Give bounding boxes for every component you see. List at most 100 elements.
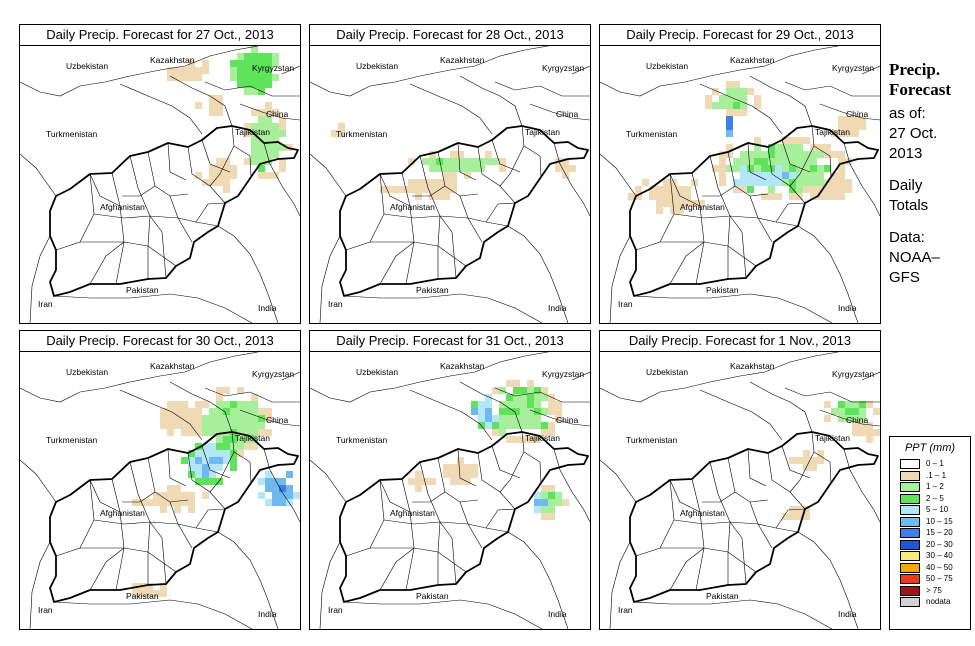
province-border	[660, 547, 757, 573]
precip-cell	[499, 387, 506, 394]
precip-cell	[464, 165, 471, 172]
precip-cell	[782, 137, 789, 144]
country-border	[310, 352, 549, 403]
province-borders	[55, 125, 252, 285]
precip-cell	[153, 590, 160, 597]
precip-cell	[513, 401, 520, 408]
precip-cell	[852, 123, 859, 130]
precip-cell	[265, 478, 272, 485]
precip-cell	[181, 429, 188, 436]
precip-cell	[167, 67, 174, 74]
precip-cell	[258, 74, 265, 81]
precip-cell	[146, 590, 153, 597]
country-border	[217, 225, 279, 323]
precip-cell	[831, 172, 838, 179]
precip-cell	[555, 415, 562, 422]
precip-cell	[471, 408, 478, 415]
precip-cell	[258, 429, 265, 436]
precip-cell	[810, 158, 817, 165]
precip-cell	[230, 422, 237, 429]
province-border	[673, 213, 799, 227]
map-label-tajikistan: Tajikistan	[235, 127, 270, 137]
precip-cell	[838, 408, 845, 415]
precip-cell	[499, 401, 506, 408]
precip-cell	[534, 394, 541, 401]
precip-cell	[824, 165, 831, 172]
precip-cell	[810, 172, 817, 179]
precip-cell	[740, 88, 747, 95]
precip-cell	[265, 81, 272, 88]
province-border	[169, 501, 193, 549]
precip-cell	[789, 137, 796, 144]
province-border	[379, 241, 415, 285]
precip-cell	[415, 179, 422, 186]
precip-cell	[216, 102, 223, 109]
precip-cell	[265, 109, 272, 116]
precip-cell	[244, 415, 251, 422]
precip-cell	[775, 193, 782, 200]
precip-cell	[216, 401, 223, 408]
totals-line: Totals	[889, 197, 929, 214]
precip-cell	[223, 186, 230, 193]
precip-cell	[223, 165, 230, 172]
map-label-pakistan: Pakistan	[126, 591, 159, 601]
precip-cell	[216, 415, 223, 422]
precip-cell	[768, 165, 775, 172]
precip-cell	[237, 81, 244, 88]
precip-cell	[258, 165, 265, 172]
precip-cell	[492, 415, 499, 422]
precip-cell	[265, 74, 272, 81]
precip-cell	[677, 186, 684, 193]
precip-cell	[279, 123, 286, 130]
precip-cell	[258, 478, 265, 485]
map-label-afghanistan: Afghanistan	[390, 202, 435, 212]
precip-cell	[209, 471, 216, 478]
country-border	[459, 75, 523, 127]
precip-cell	[506, 436, 513, 443]
precip-cell	[380, 186, 387, 193]
precip-cell	[506, 422, 513, 429]
totals-note: Daily Totals	[889, 176, 975, 216]
precip-cell	[265, 144, 272, 151]
country-borders	[600, 352, 880, 629]
country-border	[861, 371, 880, 381]
province-border	[111, 172, 125, 285]
legend-item: 10 – 15	[890, 516, 970, 528]
precip-cell	[188, 450, 195, 457]
precip-cell	[548, 499, 555, 506]
precip-cell	[548, 408, 555, 415]
precip-cell	[817, 450, 824, 457]
country-borders	[600, 46, 880, 323]
precip-cell	[230, 74, 237, 81]
map-label-india: India	[258, 609, 277, 619]
precip-cell	[775, 165, 782, 172]
precip-cell	[251, 81, 258, 88]
map-label-uzbekistan: Uzbekistan	[356, 61, 398, 71]
precip-cell	[555, 165, 562, 172]
country-border	[20, 153, 57, 197]
country-border	[797, 531, 859, 629]
precip-cell	[286, 471, 293, 478]
precip-cell	[499, 415, 506, 422]
precip-cell	[838, 193, 845, 200]
precip-cell	[838, 123, 845, 130]
precip-cell	[408, 179, 415, 186]
precip-cell	[272, 109, 279, 116]
country-border	[784, 81, 880, 97]
precip-cell	[429, 179, 436, 186]
precip-cell	[719, 151, 726, 158]
precip-cell	[216, 387, 223, 394]
legend-item: 5 – 10	[890, 504, 970, 516]
precip-cell	[251, 67, 258, 74]
precip-cell	[258, 158, 265, 165]
map-label-uzbekistan: Uzbekistan	[646, 61, 688, 71]
map-label-uzbekistan: Uzbekistan	[66, 367, 108, 377]
precip-cell	[244, 408, 251, 415]
map-label-india: India	[548, 303, 567, 313]
precip-cell	[520, 408, 527, 415]
precip-cell	[286, 499, 293, 506]
precip-cell	[740, 151, 747, 158]
map-label-afghanistan: Afghanistan	[100, 508, 145, 518]
precip-cell	[698, 200, 705, 207]
precip-cell	[534, 436, 541, 443]
